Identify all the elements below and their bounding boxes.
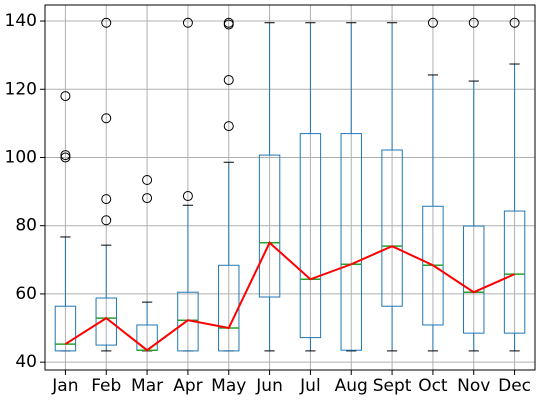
plot-frame bbox=[44, 4, 536, 371]
box bbox=[299, 133, 322, 339]
box bbox=[95, 297, 117, 346]
y-tick-label: 120 bbox=[5, 79, 37, 99]
outlier bbox=[60, 91, 71, 102]
outlier bbox=[60, 150, 71, 161]
x-tick-label: Jul bbox=[299, 376, 321, 396]
x-tick-label: Jan bbox=[51, 376, 78, 396]
outlier bbox=[101, 215, 112, 226]
box bbox=[340, 133, 362, 351]
y-tick-label: 80 bbox=[15, 216, 37, 236]
outlier bbox=[101, 17, 112, 28]
outlier bbox=[223, 19, 234, 30]
outlier bbox=[427, 17, 438, 28]
box bbox=[381, 149, 403, 307]
outlier bbox=[468, 17, 479, 28]
x-tick-label: Apr bbox=[173, 376, 202, 396]
x-tick-label: Nov bbox=[457, 376, 490, 396]
outlier bbox=[182, 17, 193, 28]
x-tick-label: Oct bbox=[418, 376, 448, 396]
x-tick-label: May bbox=[211, 376, 246, 396]
outlier bbox=[142, 174, 153, 185]
y-tick-label: 100 bbox=[5, 147, 37, 167]
x-tick-label: Feb bbox=[91, 376, 121, 396]
outlier bbox=[101, 194, 112, 205]
x-tick-label: Dec bbox=[498, 376, 531, 396]
outlier bbox=[223, 121, 234, 132]
outlier bbox=[182, 191, 193, 202]
box bbox=[258, 154, 281, 298]
x-tick-label: Aug bbox=[335, 376, 368, 396]
y-tick-label: 40 bbox=[15, 352, 37, 372]
box bbox=[54, 305, 77, 352]
x-tick-label: Jun bbox=[255, 376, 283, 396]
outlier bbox=[60, 152, 71, 163]
x-tick-label: Mar bbox=[131, 376, 163, 396]
median-line bbox=[64, 241, 515, 352]
y-tick-label: 140 bbox=[5, 11, 37, 31]
outlier bbox=[223, 75, 234, 86]
box bbox=[503, 210, 526, 334]
outlier bbox=[101, 113, 112, 124]
box bbox=[463, 225, 485, 334]
y-tick-label: 60 bbox=[15, 284, 37, 304]
outlier bbox=[142, 193, 153, 204]
outlier bbox=[509, 17, 520, 28]
x-tick-label: Sept bbox=[373, 376, 412, 396]
